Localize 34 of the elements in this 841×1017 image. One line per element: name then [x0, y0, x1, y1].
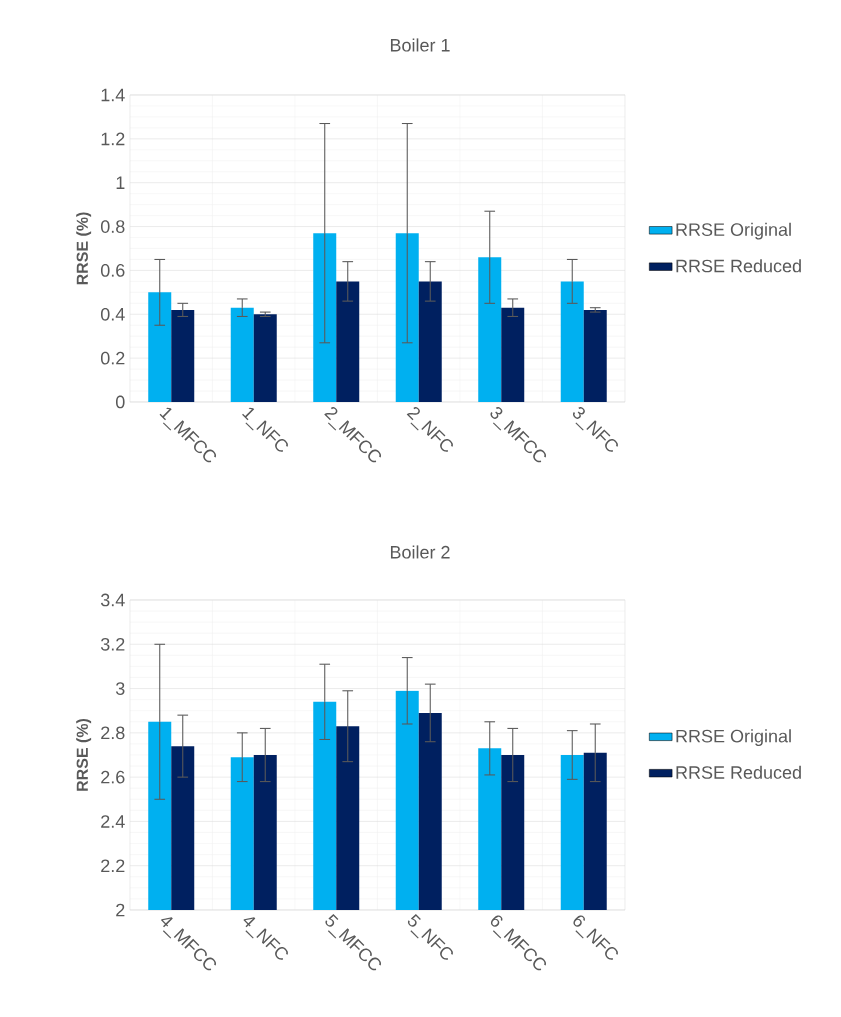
chart-title: Boiler 1: [390, 38, 450, 52]
y-axis-title: RRSE (%): [76, 718, 92, 791]
bar: [148, 292, 172, 402]
chart-title: Boiler 2: [390, 545, 450, 559]
legend-label: RRSE Reduced: [676, 259, 801, 273]
y-tick-label: 1.2: [101, 132, 125, 146]
y-tick-label: 0.8: [100, 220, 125, 233]
y-tick-label: 2.2: [101, 859, 125, 872]
legend-label: RRSE Original: [676, 222, 791, 240]
y-tick-label: 2: [116, 903, 125, 917]
y-tick-label: 2.4: [101, 815, 125, 828]
y-tick-label: 3.4: [100, 593, 125, 607]
bar: [418, 281, 442, 402]
bar: [336, 281, 360, 402]
y-tick-label: 2.6: [101, 770, 125, 784]
y-tick-label: 0: [115, 395, 125, 409]
y-tick-label: 3: [115, 682, 125, 695]
legend-label: RRSE Reduced: [676, 765, 801, 779]
y-tick-label: 3.2: [100, 637, 125, 651]
bar: [583, 309, 607, 402]
bar: [501, 307, 525, 402]
y-axis-title: RRSE (%): [76, 212, 92, 285]
bar: [171, 309, 195, 402]
y-tick-label: 2.8: [101, 726, 125, 740]
bar: [253, 314, 277, 402]
y-tick-label: 1: [116, 176, 125, 189]
y-tick-label: 0.2: [100, 351, 125, 365]
y-tick-label: 1.4: [101, 88, 125, 102]
bar: [560, 281, 584, 402]
bar: [478, 257, 502, 402]
y-tick-label: 0.4: [100, 307, 125, 321]
y-tick-label: 0.6: [100, 264, 125, 277]
legend-label: RRSE Original: [676, 729, 791, 747]
bar: [230, 307, 254, 402]
